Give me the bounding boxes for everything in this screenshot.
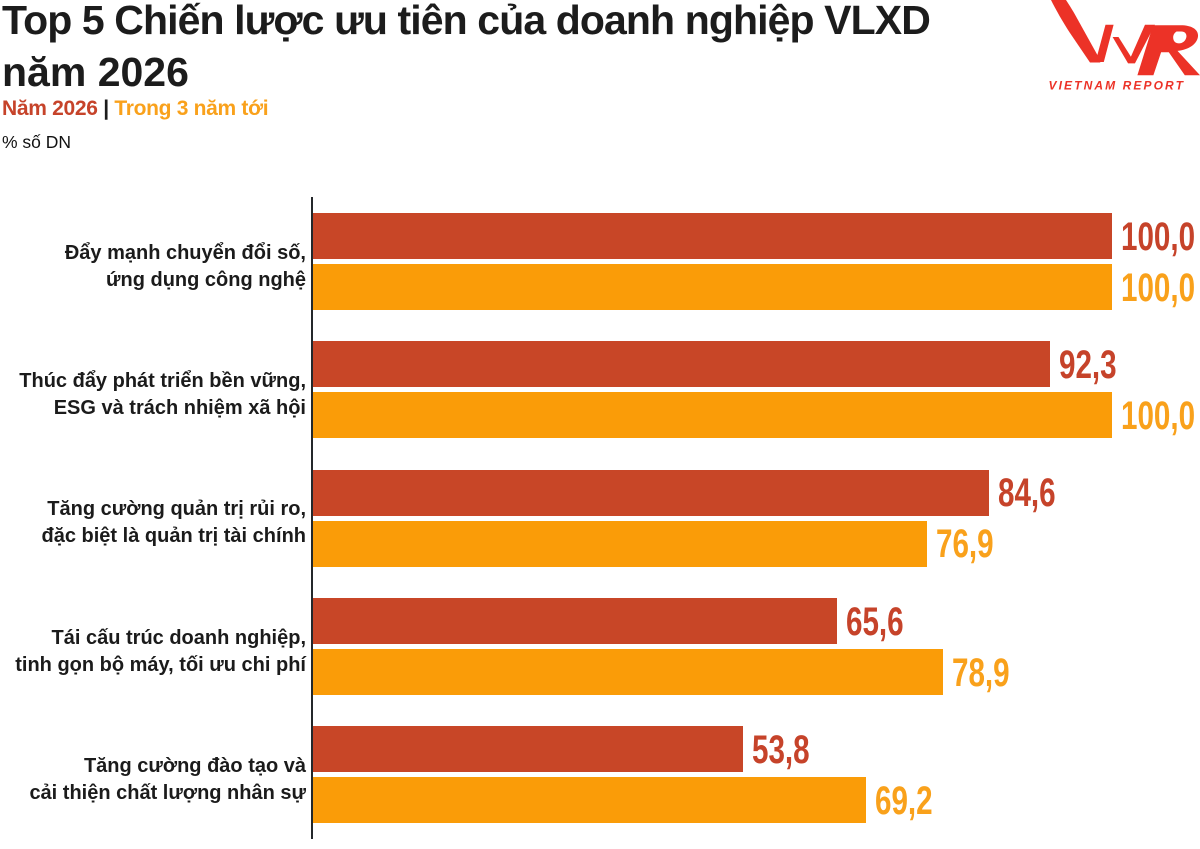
svg-text:VIETNAM REPORT: VIETNAM REPORT — [1049, 78, 1186, 92]
